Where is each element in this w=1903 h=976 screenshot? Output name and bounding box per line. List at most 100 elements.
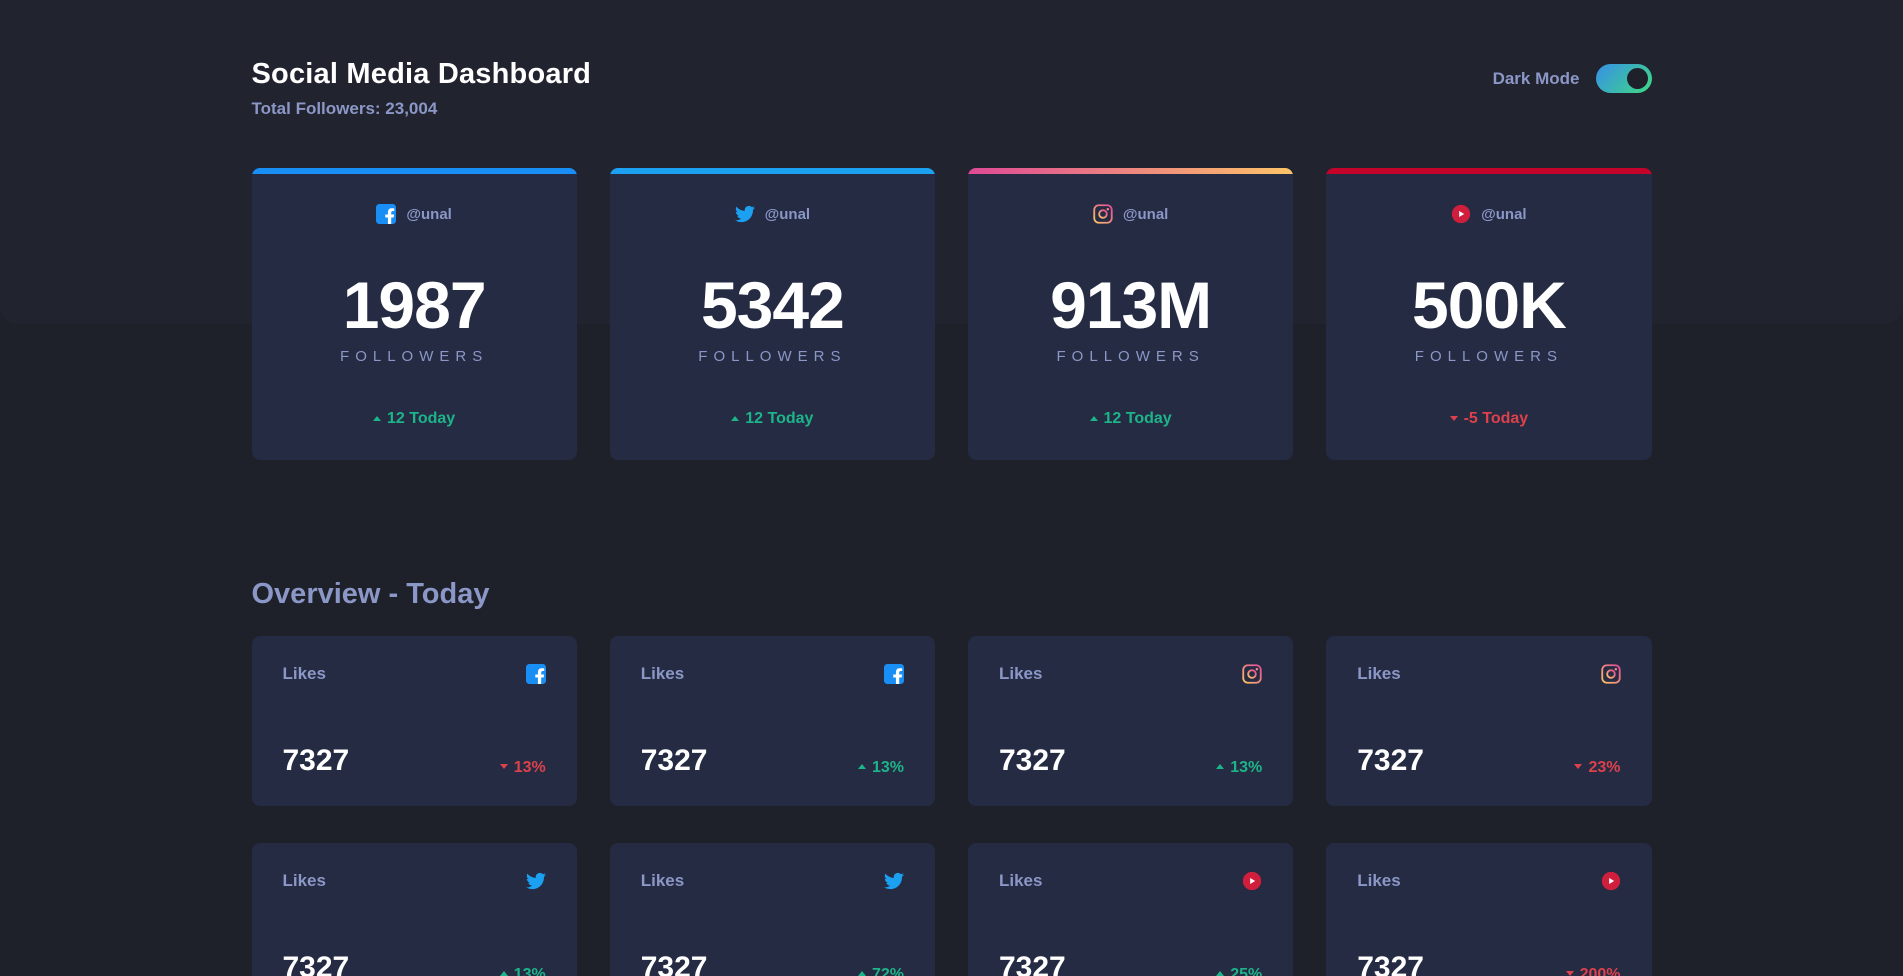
metric-value: 7327: [1357, 744, 1424, 777]
metric-change: 25%: [1216, 966, 1262, 976]
overview-card-likes-youtube: Likes 7327 25%: [968, 843, 1294, 976]
twitter-accent-bar: [609, 168, 935, 174]
arrow-down-icon: [1565, 971, 1574, 976]
dark-mode-label: Dark Mode: [1492, 68, 1580, 88]
follower-count-group: 5342 FOLLOWERS: [698, 269, 846, 365]
overview-cards: Likes 7327 13% Likes 7327 13%: [251, 636, 1652, 976]
follower-count: 5342: [700, 268, 845, 343]
dark-mode-group: Dark Mode: [1493, 64, 1652, 93]
metric-change-text: 23%: [1588, 758, 1621, 776]
daily-change-text: 12 Today: [745, 410, 814, 427]
metric-label: Likes: [1357, 664, 1401, 683]
arrow-up-icon: [373, 415, 382, 421]
daily-change: 12 Today: [373, 410, 455, 428]
metric-change: 13%: [499, 965, 546, 976]
metric-label: Likes: [999, 664, 1043, 683]
follower-count: 500K: [1411, 268, 1567, 343]
metric-value: 7327: [282, 744, 350, 777]
follower-count-label: FOLLOWERS: [340, 347, 489, 365]
metric-change-text: 13%: [513, 758, 546, 776]
twitter-icon: [884, 871, 904, 891]
metric-change-text: 13%: [871, 758, 904, 776]
metric-label: Likes: [1357, 871, 1401, 890]
metric-value: 7327: [640, 744, 708, 777]
follower-count: 1987: [342, 268, 487, 343]
metric-value: 7327: [282, 951, 350, 976]
total-followers-label: Total Followers: 23,004: [251, 99, 438, 118]
metric-change: 200%: [1565, 965, 1621, 976]
metric-change-text: 13%: [513, 965, 546, 976]
metric-change-text: 25%: [1230, 965, 1263, 976]
follower-card-youtube: @unal 500K FOLLOWERS -5 Today: [1326, 168, 1652, 460]
follower-count: 913M: [1050, 268, 1212, 343]
arrow-down-icon: [1449, 415, 1458, 421]
metric-label: Likes: [282, 664, 326, 683]
metric-label: Likes: [640, 664, 685, 683]
facebook-icon: [525, 664, 546, 684]
facebook-accent-bar: [251, 168, 577, 174]
overview-card-likes-facebook: Likes 7327 13%: [251, 636, 577, 806]
metric-value: 7327: [999, 951, 1066, 976]
metric-label: Likes: [999, 871, 1043, 890]
arrow-up-icon: [1216, 971, 1225, 976]
dark-mode-toggle[interactable]: [1595, 64, 1652, 93]
overview-card-likes-instagram: Likes 7327 23%: [1326, 636, 1652, 806]
metric-change: 13%: [857, 758, 904, 777]
account-handle: @unal: [1481, 205, 1527, 223]
overview-card-likes-instagram: Likes 7327 13%: [968, 636, 1294, 806]
metric-change-text: 200%: [1579, 965, 1621, 976]
overview-card-likes-facebook: Likes 7327 13%: [609, 636, 935, 806]
instagram-accent-bar: [968, 168, 1294, 174]
arrow-up-icon: [499, 971, 508, 976]
follower-count-label: FOLLOWERS: [1056, 347, 1205, 365]
arrow-up-icon: [1216, 764, 1225, 769]
metric-change: 13%: [1216, 759, 1262, 777]
daily-change-text: 12 Today: [387, 410, 456, 427]
youtube-icon: [1601, 871, 1621, 891]
metric-value: 7327: [999, 744, 1066, 777]
daily-change-text: -5 Today: [1463, 410, 1529, 427]
follower-card-facebook: @unal 1987 FOLLOWERS 12 Today: [251, 168, 577, 460]
header-titles: Social Media Dashboard Total Followers: …: [252, 58, 592, 119]
follower-card-instagram: @unal 913M FOLLOWERS 12 Today: [968, 168, 1294, 460]
arrow-up-icon: [857, 764, 866, 769]
metric-change-text: 13%: [1230, 758, 1263, 776]
daily-change: -5 Today: [1449, 410, 1529, 428]
metric-value: 7327: [1357, 951, 1424, 976]
instagram-icon: [1093, 204, 1113, 224]
youtube-icon: [1242, 871, 1262, 891]
arrow-up-icon: [1089, 415, 1098, 421]
overview-card-likes-youtube: Likes 7327 200%: [1326, 843, 1652, 976]
youtube-accent-bar: [1326, 168, 1652, 174]
instagram-icon: [1242, 664, 1262, 684]
overview-heading: Overview - Today: [251, 578, 490, 610]
daily-change: 12 Today: [1089, 410, 1172, 428]
arrow-up-icon: [857, 971, 866, 976]
account-handle: @unal: [764, 205, 811, 223]
metric-change-text: 72%: [871, 965, 904, 976]
metric-value: 7327: [640, 951, 708, 976]
overview-card-likes-twitter: Likes 7327 72%: [609, 843, 935, 976]
metric-change: 72%: [857, 965, 904, 976]
account-handle: @unal: [406, 205, 452, 223]
metric-change: 13%: [499, 758, 546, 777]
metric-label: Likes: [640, 871, 685, 890]
twitter-icon: [525, 871, 546, 891]
daily-change-text: 12 Today: [1103, 410, 1172, 427]
metric-label: Likes: [282, 871, 326, 890]
follower-count-label: FOLLOWERS: [698, 347, 847, 365]
account-handle: @unal: [1122, 205, 1169, 223]
follower-cards: @unal 1987 FOLLOWERS 12 Today: [251, 168, 1652, 460]
daily-change: 12 Today: [731, 410, 813, 428]
arrow-up-icon: [731, 415, 740, 421]
header: Social Media Dashboard Total Followers: …: [252, 58, 1652, 119]
follower-count-group: 1987 FOLLOWERS: [340, 269, 488, 365]
overview-card-likes-twitter: Likes 7327 13%: [251, 843, 577, 976]
follower-count-label: FOLLOWERS: [1414, 347, 1563, 365]
toggle-knob: [1626, 68, 1648, 89]
follower-card-twitter: @unal 5342 FOLLOWERS 12 Today: [609, 168, 935, 460]
arrow-down-icon: [499, 764, 508, 769]
youtube-icon: [1451, 204, 1471, 224]
page-title: Social Media Dashboard: [251, 58, 592, 90]
facebook-icon: [884, 664, 904, 684]
